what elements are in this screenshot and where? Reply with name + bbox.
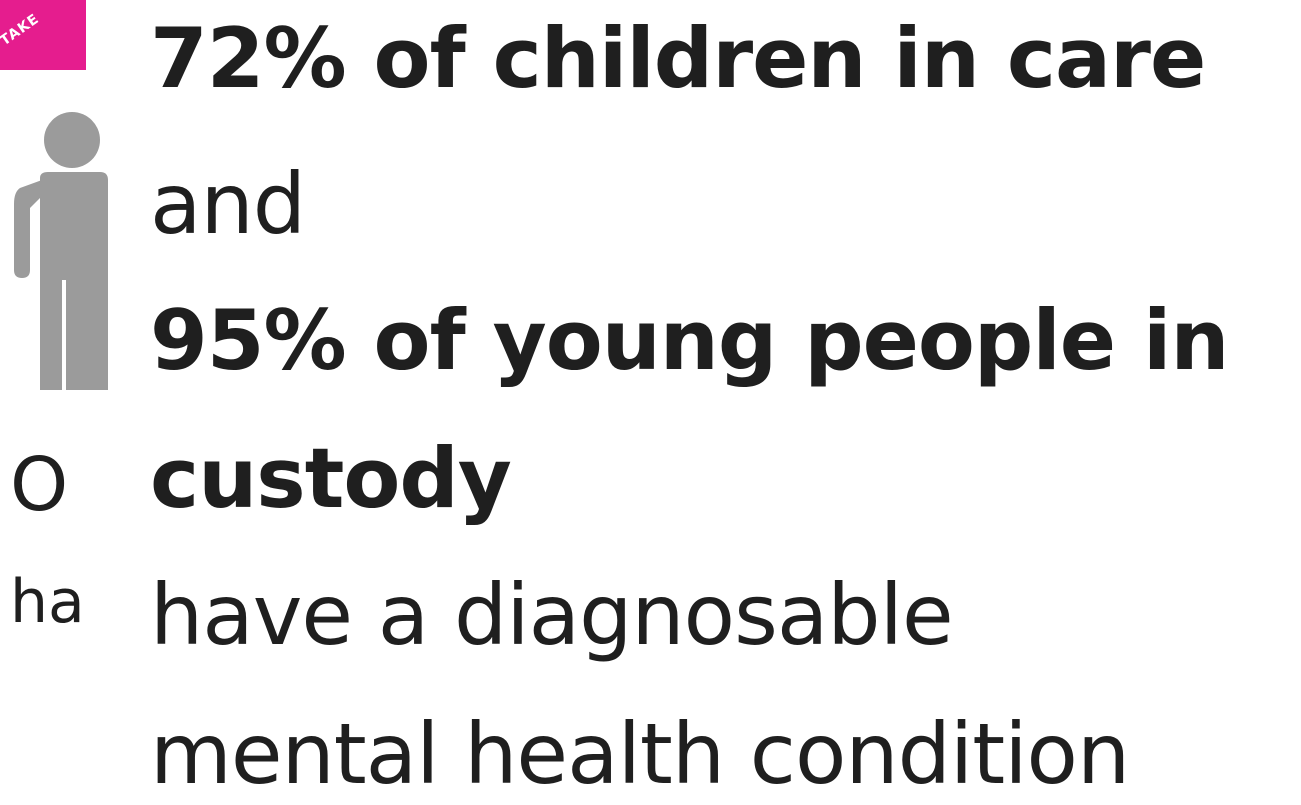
statement-line-1: 72% of children in care [150, 10, 1206, 107]
statement-line-5: have a diagnosable [150, 566, 954, 664]
badge-label: TAKE [0, 10, 43, 50]
person-icon [14, 112, 108, 390]
left-partial-text-1: O [10, 448, 69, 522]
badge-logo: TAKE [0, 0, 86, 70]
statement-line-2: and [150, 155, 306, 253]
left-partial-text-2: ha [10, 572, 85, 632]
statement-line-6: mental health condition [150, 705, 1130, 803]
statement-line-3: 95% of young people in [150, 292, 1230, 389]
statement-line-4: custody [150, 430, 512, 527]
